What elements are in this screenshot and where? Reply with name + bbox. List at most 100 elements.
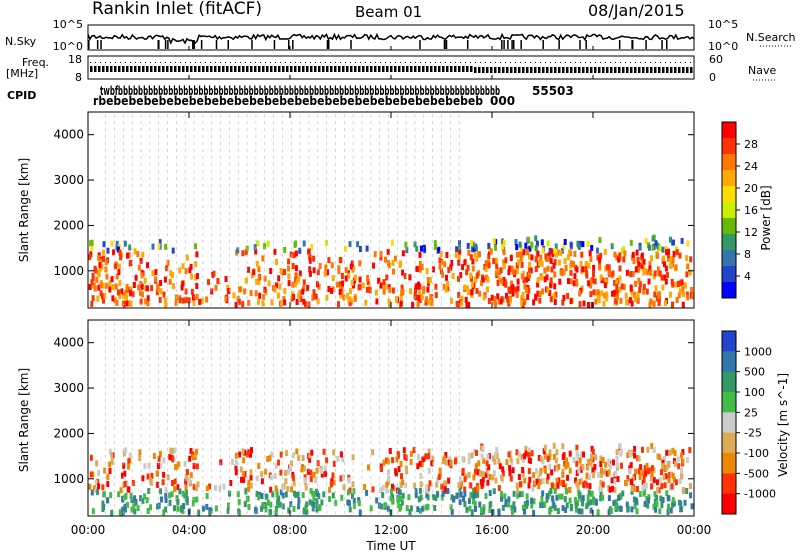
- echo-cell: [438, 474, 441, 480]
- echo-cell: [524, 243, 527, 249]
- nave-dot: [675, 62, 676, 63]
- nave-dot: [190, 62, 191, 63]
- echo-cell: [432, 266, 435, 272]
- freq-mark: [206, 66, 209, 72]
- echo-cell: [629, 451, 632, 457]
- colorbar-swatch: [722, 331, 736, 352]
- echo-cell: [141, 475, 144, 481]
- echo-cell: [171, 448, 174, 454]
- echo-cell: [176, 499, 179, 505]
- echo-cell: [322, 491, 325, 497]
- echo-cell: [671, 302, 674, 308]
- echo-cell: [689, 256, 692, 262]
- echo-cell: [413, 483, 416, 489]
- echo-cell: [619, 276, 622, 282]
- echo-cell: [503, 249, 506, 255]
- echo-cell: [479, 470, 482, 476]
- echo-cell: [375, 299, 378, 305]
- echo-cell: [647, 468, 650, 474]
- freq-mark: [362, 66, 365, 72]
- echo-cell: [528, 262, 531, 268]
- power-colorbar-label: Power [dB]: [759, 185, 773, 250]
- freq-mark: [482, 67, 485, 73]
- echo-cell: [656, 253, 659, 259]
- echo-cell: [98, 262, 101, 268]
- echo-cell: [531, 255, 534, 261]
- nave-dot: [595, 62, 596, 63]
- echo-cell: [672, 473, 675, 479]
- echo-cell: [269, 509, 272, 515]
- echo-cell: [589, 256, 592, 262]
- echo-cell: [654, 507, 657, 513]
- nave-dot: [120, 62, 121, 63]
- echo-cell: [646, 503, 649, 509]
- echo-cell: [301, 466, 304, 472]
- echo-cell: [417, 454, 420, 460]
- echo-cell: [500, 267, 503, 273]
- echo-cell: [388, 299, 391, 305]
- echo-cell: [550, 469, 553, 475]
- echo-cell: [202, 506, 205, 512]
- echo-cell: [569, 451, 572, 457]
- echo-cell: [476, 485, 479, 491]
- echo-cell: [150, 480, 153, 486]
- colorbar-swatch: [722, 392, 736, 413]
- echo-cell: [347, 489, 350, 495]
- echo-cell: [585, 261, 588, 267]
- echo-cell: [539, 502, 542, 508]
- power-colorbar: 282420161284: [722, 122, 758, 299]
- echo-cell: [197, 510, 200, 516]
- echo-cell: [196, 463, 199, 469]
- echo-cell: [382, 485, 385, 491]
- echo-cell: [363, 484, 366, 490]
- nave-dot: [135, 62, 136, 63]
- echo-cell: [470, 254, 473, 260]
- echo-cell: [608, 270, 611, 276]
- echo-cell: [480, 507, 483, 513]
- nave-dot: [280, 62, 281, 63]
- echo-cell: [125, 493, 128, 499]
- colorbar-swatch: [722, 186, 736, 203]
- echo-cell: [530, 498, 533, 504]
- echo-cell: [500, 475, 503, 481]
- echo-cell: [622, 257, 625, 263]
- freq-mark: [370, 66, 373, 72]
- cpid-row2: rbebebebebebebebebebebebebebebebebebebeb…: [93, 94, 483, 108]
- nave-dot: [470, 62, 471, 63]
- echo-cell: [133, 282, 136, 288]
- echo-cell: [477, 460, 480, 466]
- echo-cell: [250, 469, 253, 475]
- noise-panel: N.Sky 10^5 10^0 10^5 10^0 N.Search: [5, 18, 796, 53]
- echo-cell: [303, 279, 306, 285]
- echo-cell: [532, 510, 535, 516]
- echo-cell: [634, 281, 637, 287]
- echo-cell: [495, 270, 498, 276]
- echo-cell: [522, 249, 525, 255]
- echo-cell: [616, 449, 619, 455]
- nave-dot: [375, 62, 376, 63]
- nave-dot: [690, 62, 691, 63]
- echo-cell: [298, 248, 301, 254]
- echo-cell: [466, 285, 469, 291]
- echo-cell: [445, 252, 448, 258]
- echo-cell: [509, 470, 512, 476]
- echo-cell: [247, 486, 250, 492]
- echo-cell: [383, 279, 386, 285]
- freq-mark: [230, 66, 233, 72]
- freq-mark: [514, 67, 517, 73]
- echo-cell: [348, 296, 351, 302]
- echo-cell: [681, 238, 684, 244]
- echo-cell: [574, 497, 577, 503]
- freq-mark: [394, 66, 397, 72]
- echo-cell: [123, 471, 126, 477]
- echo-cell: [103, 241, 106, 247]
- freq-mark: [582, 67, 585, 73]
- freq-mark: [302, 66, 305, 72]
- echo-cell: [562, 480, 565, 486]
- nave-dot: [405, 62, 406, 63]
- nave-dot: [560, 62, 561, 63]
- echo-cell: [443, 261, 446, 267]
- echo-cell: [92, 273, 95, 279]
- freq-mark: [642, 67, 645, 73]
- echo-cell: [143, 493, 146, 499]
